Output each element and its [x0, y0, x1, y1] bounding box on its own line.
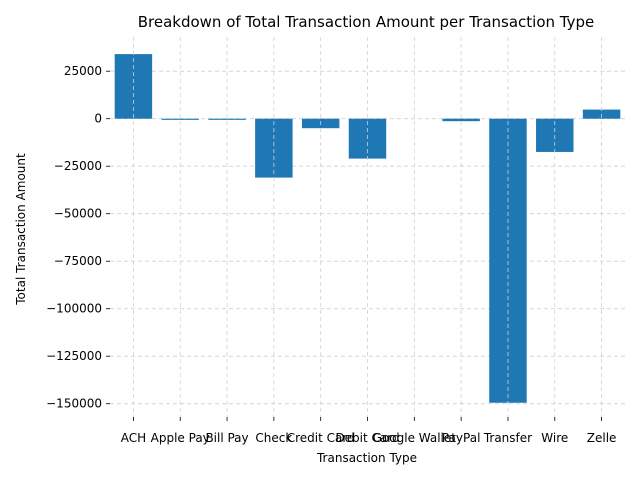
y-tick-label: −100000	[46, 302, 102, 316]
y-tick-label: −25000	[54, 159, 102, 173]
x-tick-label: Wire	[541, 431, 568, 445]
y-tick-label: −125000	[46, 349, 102, 363]
bar	[161, 118, 199, 120]
chart-title: Breakdown of Total Transaction Amount pe…	[138, 13, 595, 31]
x-tick-label: Google Wallet	[373, 431, 457, 445]
bar	[255, 118, 293, 178]
x-tick-label: Credit Card	[287, 431, 355, 445]
x-tick-label: Check	[255, 431, 292, 445]
y-axis: −150000 −125000 −100000 −75000 −50000 −25000 0…	[46, 64, 110, 411]
y-tick-label: −50000	[54, 207, 102, 221]
x-axis-label: Transaction Type	[316, 451, 417, 465]
x-tick-label: PayPal	[442, 431, 481, 445]
x-tick-label: Bill Pay	[205, 431, 248, 445]
bar	[442, 118, 480, 122]
bar	[208, 118, 246, 120]
x-tick-label: Apple Pay	[151, 431, 210, 445]
grid-overlay	[133, 37, 602, 417]
y-tick-label: 25000	[64, 64, 102, 78]
x-tick-label: Zelle	[587, 431, 617, 445]
x-tick-label: ACH	[121, 431, 146, 445]
y-axis-label: Total Transaction Amount	[14, 153, 28, 306]
y-tick-label: −75000	[54, 254, 102, 268]
y-tick-label: −150000	[46, 397, 102, 411]
x-tick-label: Transfer	[483, 431, 532, 445]
y-tick-label: 0	[94, 112, 102, 126]
x-tick-label: Debit Card	[335, 431, 399, 445]
